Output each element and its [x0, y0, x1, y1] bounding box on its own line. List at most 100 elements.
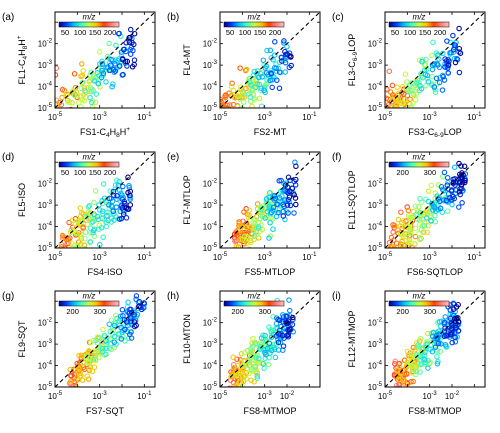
data-point — [402, 380, 408, 387]
y-tick-label: 10-4 — [368, 361, 383, 371]
x-tick-label: 10-5 — [213, 112, 228, 122]
x-tick-label: 10-2 — [445, 391, 460, 401]
data-point — [69, 240, 75, 246]
data-point — [410, 260, 414, 264]
colorbar-tick-label: 100 — [74, 168, 87, 177]
data-point — [249, 87, 256, 94]
data-point — [433, 335, 440, 341]
data-point — [110, 81, 116, 87]
data-point — [108, 317, 115, 323]
data-point — [234, 103, 241, 108]
x-tick-label: 10-1 — [467, 252, 482, 262]
data-point — [405, 230, 411, 237]
data-point — [73, 244, 80, 248]
data-point — [391, 222, 398, 229]
data-point — [230, 113, 234, 117]
data-point — [85, 348, 92, 355]
data-point — [456, 204, 462, 210]
data-point — [120, 46, 127, 53]
data-point — [243, 362, 250, 368]
data-point — [247, 79, 253, 86]
data-point — [76, 100, 82, 106]
data-point — [447, 50, 453, 56]
y-tick-label: 10-4 — [38, 222, 53, 232]
data-point — [393, 110, 397, 114]
data-point — [284, 320, 291, 326]
data-point — [231, 116, 235, 120]
data-point — [247, 355, 253, 362]
data-point — [421, 62, 428, 68]
x-axis-label: FS8-MTMOP — [409, 406, 462, 416]
data-point — [412, 371, 419, 378]
data-point — [232, 112, 236, 116]
colorbar: m/z 200 300 — [388, 292, 450, 316]
data-point — [261, 365, 267, 372]
data-point — [255, 223, 262, 230]
data-point — [425, 330, 431, 337]
data-point — [68, 372, 74, 379]
data-point — [289, 321, 296, 328]
data-point — [419, 74, 426, 81]
data-point — [230, 361, 237, 368]
data-point — [271, 192, 278, 199]
data-point — [272, 195, 279, 202]
data-point — [286, 297, 292, 303]
data-point — [92, 356, 99, 363]
data-point — [429, 348, 436, 355]
data-point — [97, 61, 103, 67]
data-point — [422, 349, 428, 355]
data-point — [91, 233, 98, 239]
data-point — [289, 185, 296, 192]
y-tick-label: 10-3 — [368, 339, 383, 349]
plot-frame — [384, 11, 486, 109]
data-point — [56, 100, 63, 106]
data-point — [385, 122, 389, 126]
x-tick-label: 10-5 — [378, 112, 393, 122]
data-point — [103, 345, 109, 351]
data-point — [390, 229, 396, 235]
colorbar-title: m/z — [248, 13, 261, 22]
data-point — [293, 201, 299, 208]
data-point — [246, 126, 250, 130]
data-point — [441, 169, 448, 176]
y-tick-label: 10-2 — [368, 39, 383, 49]
data-point — [422, 71, 429, 78]
scatter-points — [220, 38, 294, 130]
data-point — [407, 214, 413, 221]
data-point — [271, 52, 278, 58]
data-point — [55, 65, 60, 71]
colorbar-gradient — [388, 21, 450, 28]
data-point — [88, 99, 95, 106]
data-point — [120, 71, 126, 78]
colorbar-tick-label: 50 — [391, 28, 399, 37]
x-tick-label: 10-3 — [258, 112, 273, 122]
data-point — [111, 320, 117, 326]
data-point — [248, 223, 254, 230]
y-tick-label: 10-3 — [38, 339, 53, 349]
data-point — [272, 39, 278, 45]
data-point — [68, 106, 74, 108]
data-point — [91, 226, 98, 232]
data-point — [107, 62, 114, 68]
data-point — [404, 115, 408, 119]
y-tick-label: 10-2 — [38, 318, 53, 328]
data-point — [86, 78, 92, 85]
data-point — [252, 84, 259, 91]
data-point — [261, 87, 267, 94]
data-point — [129, 64, 136, 70]
colorbar: m/z 50 100 150 200 — [58, 153, 120, 177]
data-point — [286, 326, 293, 333]
data-point — [82, 235, 88, 242]
data-point — [78, 85, 84, 91]
y-tick-label: 10-5 — [38, 243, 53, 253]
data-point — [457, 50, 464, 56]
x-tick-label: 10-1 — [137, 391, 152, 401]
x-tick-label: 10-5 — [378, 252, 393, 262]
data-point — [127, 51, 134, 57]
data-point — [275, 316, 281, 323]
data-point — [389, 103, 396, 108]
data-point — [227, 385, 232, 387]
data-point — [447, 307, 454, 313]
data-point — [429, 73, 435, 80]
data-point — [78, 104, 84, 108]
